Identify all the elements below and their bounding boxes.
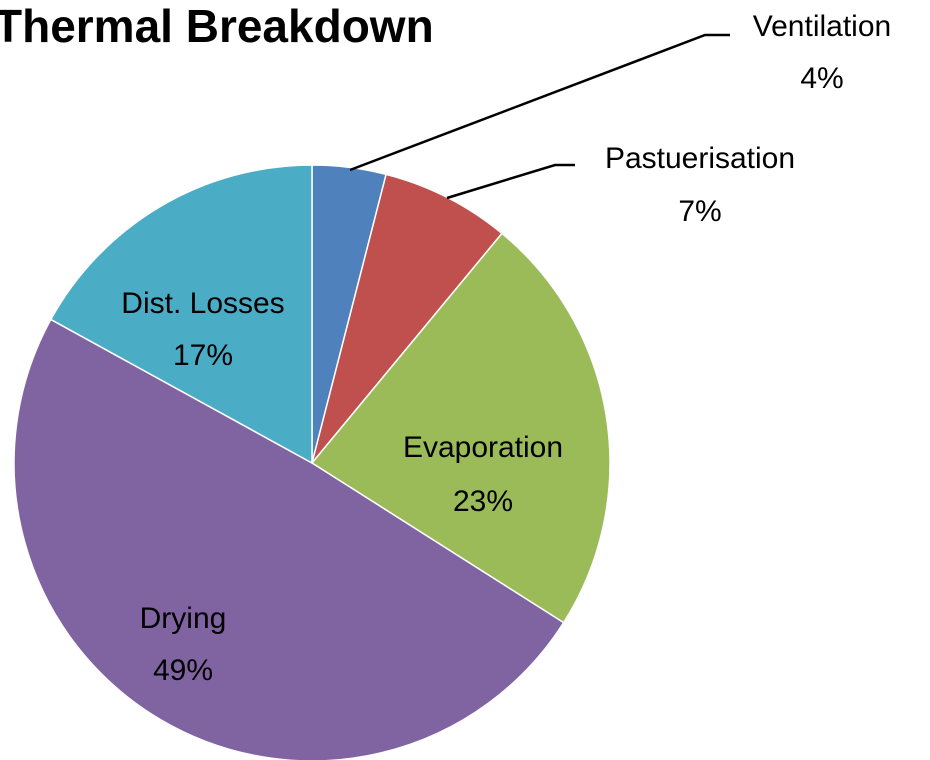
pie bbox=[13, 164, 611, 760]
slice-label: Pastuerisation bbox=[605, 142, 795, 175]
pie-slice bbox=[49, 164, 313, 465]
slice-value-label: 23% bbox=[453, 485, 513, 518]
pie-slice bbox=[13, 318, 565, 760]
slice-value-label: 17% bbox=[173, 339, 233, 372]
slice-label: Evaporation bbox=[403, 431, 563, 464]
leader-line bbox=[446, 163, 575, 200]
slice-value-label: 7% bbox=[678, 195, 721, 228]
chart-title: Thermal Breakdown bbox=[0, 0, 434, 52]
slice-label: Drying bbox=[140, 602, 227, 635]
pie-slice bbox=[310, 232, 611, 624]
slice-label: Ventilation bbox=[753, 10, 891, 43]
leader-line bbox=[349, 33, 730, 172]
slice-label: Dist. Losses bbox=[121, 287, 284, 320]
slice-value-label: 4% bbox=[800, 62, 843, 95]
slice-value-label: 49% bbox=[153, 654, 213, 687]
